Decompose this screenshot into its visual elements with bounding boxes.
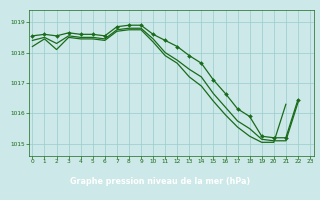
Text: Graphe pression niveau de la mer (hPa): Graphe pression niveau de la mer (hPa): [70, 178, 250, 186]
